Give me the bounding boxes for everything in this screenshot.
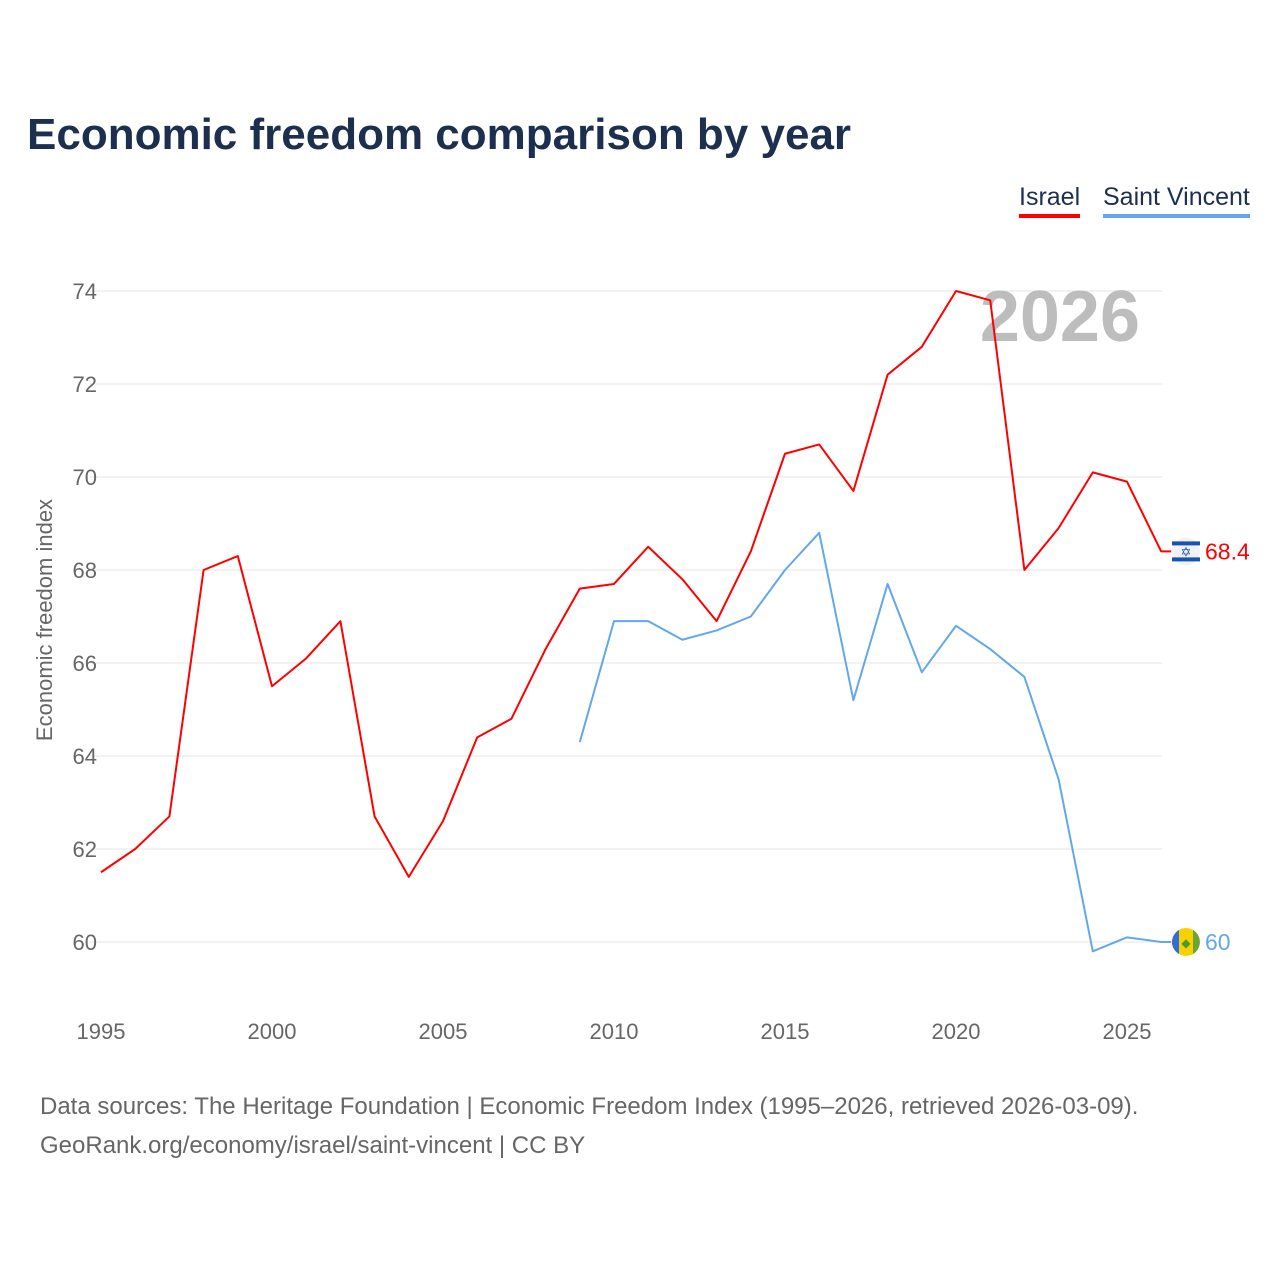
x-tick-label: 2015 (761, 1019, 810, 1044)
y-tick-label: 66 (73, 651, 97, 676)
x-tick-label: 2010 (590, 1019, 639, 1044)
y-axis-label: Economic freedom index (32, 499, 57, 741)
israel-flag-stripe (1172, 541, 1200, 546)
y-tick-label: 72 (73, 372, 97, 397)
israel-flag-stripe (1172, 557, 1200, 562)
x-tick-label: 2000 (248, 1019, 297, 1044)
source-line-2[interactable]: GeoRank.org/economy/israel/saint-vincent… (40, 1132, 586, 1159)
y-tick-label: 64 (73, 744, 97, 769)
series-line-saint-vincent (578, 531, 1172, 953)
saint-vincent-flag-diamonds: ◆ (1181, 936, 1191, 950)
y-tick-label: 60 (73, 930, 97, 955)
x-tick-label: 2025 (1103, 1019, 1152, 1044)
y-tick-label: 70 (73, 465, 97, 490)
y-tick-label: 74 (73, 279, 97, 304)
legend-item-israel[interactable]: Israel (1019, 183, 1081, 218)
chart-title: Economic freedom comparison by year (27, 110, 852, 159)
y-tick-label: 68 (73, 558, 97, 583)
legend-item-saint-vincent[interactable]: Saint Vincent (1103, 183, 1250, 218)
year-watermark: 2026 (980, 277, 1140, 357)
x-tick-label: 2020 (932, 1019, 981, 1044)
x-tick-label: 2005 (419, 1019, 468, 1044)
x-tick-label: 1995 (77, 1019, 126, 1044)
israel-flag-star: ✡ (1181, 544, 1192, 559)
source-line-1: Data sources: The Heritage Foundation | … (40, 1093, 1139, 1120)
saint-vincent-flag-green (1193, 930, 1200, 954)
end-value-label: 60 (1205, 929, 1231, 955)
source-note: Data sources: The Heritage Foundation | … (40, 1087, 1138, 1165)
end-value-label: 68.4 (1205, 538, 1250, 564)
y-tick-label: 62 (73, 837, 97, 862)
series-line-israel (100, 290, 1172, 878)
saint-vincent-flag-blue (1172, 930, 1179, 954)
